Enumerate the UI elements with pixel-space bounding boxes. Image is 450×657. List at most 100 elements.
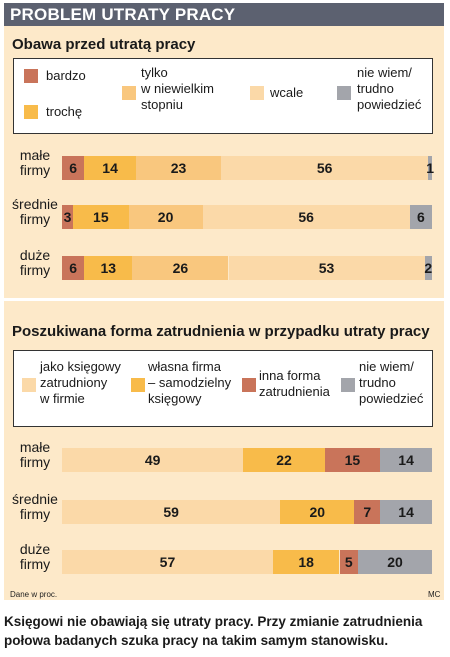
bar-segment: 49 xyxy=(62,448,244,472)
data-label: 6 xyxy=(416,209,425,225)
data-label: 6 xyxy=(69,260,77,276)
legend-line: trudno xyxy=(357,81,394,96)
bar-row: 57 18 5 20 xyxy=(62,550,432,574)
category-label-line: duże xyxy=(19,247,51,263)
legend-line: – samodzielny xyxy=(148,375,232,390)
legend-line: w niewielkim xyxy=(141,81,214,96)
legend-line: jako księgowy xyxy=(40,359,121,374)
chart1-title: Obawa przed utratą pracy xyxy=(12,36,196,53)
data-label: 7 xyxy=(363,504,372,520)
bar-segment: 56 xyxy=(221,156,429,180)
bar-segment: 59 xyxy=(62,500,281,524)
category-label-line: firmy xyxy=(19,211,51,227)
legend-item: nie wiem/ trudno powiedzieć xyxy=(357,65,421,113)
legend-swatch xyxy=(24,69,38,83)
category-label-line: średnie xyxy=(12,491,58,507)
data-label: 13 xyxy=(100,260,117,276)
chart2-title: Poszukiwana forma zatrudnienia w przypad… xyxy=(12,323,430,340)
bar-segment: 6 xyxy=(62,156,85,180)
data-label: 3 xyxy=(63,209,72,225)
legend-line: tylko xyxy=(141,65,168,80)
legend-line: stopniu xyxy=(141,97,183,112)
bar-segment: 22 xyxy=(243,448,325,472)
bar-segment: 57 xyxy=(62,550,273,574)
legend-item: jako księgowy zatrudniony w firmie xyxy=(40,359,121,407)
caption-line: Księgowi nie obawiają się utraty pracy. … xyxy=(4,614,423,629)
data-label: 15 xyxy=(344,452,361,468)
bar-row: 6 13 26 53 2 xyxy=(62,256,432,280)
data-label: 53 xyxy=(318,260,335,276)
caption-line: połowa badanych szuka pracy na takim sam… xyxy=(4,633,389,648)
bar-segment: 14 xyxy=(84,156,136,180)
data-label: 26 xyxy=(172,260,189,276)
bar-segment: 20 xyxy=(358,550,432,574)
data-label: 1 xyxy=(426,160,435,176)
category-label-line: małe xyxy=(19,147,51,163)
bar-segment: 14 xyxy=(380,500,432,524)
legend-line: powiedzieć xyxy=(359,391,424,406)
category-label: średnie firmy xyxy=(10,197,60,227)
bar-row: 49 22 15 14 xyxy=(62,448,432,472)
category-label: średnie firmy xyxy=(10,492,60,522)
legend-swatch xyxy=(22,378,36,392)
category-label-line: małe xyxy=(19,439,51,455)
data-label: 6 xyxy=(69,160,77,176)
data-label: 14 xyxy=(398,452,414,468)
section-divider xyxy=(4,298,444,301)
legend-item: własna firma – samodzielny księgowy xyxy=(148,359,231,407)
bar-segment: 3 xyxy=(62,205,74,229)
data-label: 22 xyxy=(276,452,292,468)
legend-swatch xyxy=(337,86,351,100)
legend-line: zatrudniony xyxy=(40,375,108,390)
data-label: 20 xyxy=(157,209,174,225)
author-initials: MC xyxy=(428,590,441,599)
data-label: 14 xyxy=(398,504,414,520)
page-title: PROBLEM UTRATY PRACY xyxy=(10,5,236,24)
bar-segment: 5 xyxy=(339,550,358,574)
bar-segment: 53 xyxy=(228,256,425,280)
category-label: duże firmy xyxy=(10,542,60,572)
bar-segment: 18 xyxy=(272,550,340,574)
data-label: 15 xyxy=(93,209,109,225)
chart2-legend: jako księgowy zatrudniony w firmie własn… xyxy=(13,350,433,427)
legend-line: księgowy xyxy=(148,391,202,406)
legend-item: wcale xyxy=(270,85,303,101)
category-label-line: firmy xyxy=(19,556,51,572)
data-label: 20 xyxy=(309,504,326,520)
bar-row: 59 20 7 14 xyxy=(62,500,432,524)
category-label-line: firmy xyxy=(19,162,51,178)
data-label: 23 xyxy=(170,160,187,176)
legend-line: wcale xyxy=(270,85,304,100)
legend-swatch xyxy=(242,378,256,392)
data-label: 57 xyxy=(159,554,176,570)
bar-segment: 26 xyxy=(132,256,229,280)
legend-line: zatrudnienia xyxy=(259,384,330,399)
bar-row: 3 15 20 56 6 xyxy=(62,205,432,229)
legend-item: trochę xyxy=(46,104,82,120)
bar-segment: 15 xyxy=(324,448,381,472)
legend-swatch xyxy=(250,86,264,100)
source-note: Dane w proc. xyxy=(10,590,58,599)
legend-swatch xyxy=(24,105,38,119)
category-label-line: firmy xyxy=(19,454,51,470)
category-label-line: średnie xyxy=(12,196,58,212)
legend-line: inna forma xyxy=(259,368,321,383)
bar-segment: 20 xyxy=(280,500,355,524)
bar-segment: 56 xyxy=(202,205,410,229)
bar-segment: 20 xyxy=(128,205,203,229)
bar-segment: 23 xyxy=(136,156,222,180)
category-label: duże firmy xyxy=(10,248,60,278)
legend-item: tylko w niewielkim stopniu xyxy=(141,65,214,113)
data-label: 18 xyxy=(298,554,314,570)
category-label-line: firmy xyxy=(19,506,51,522)
legend-line: trochę xyxy=(46,104,83,119)
bar-segment: 6 xyxy=(62,256,85,280)
bar-segment: 13 xyxy=(84,256,133,280)
category-label: małe firmy xyxy=(10,440,60,470)
chart1-legend: bardzo trochę tylko w niewielkim stopniu… xyxy=(13,58,433,134)
legend-line: własna firma xyxy=(148,359,221,374)
legend-swatch xyxy=(131,378,145,392)
legend-line: nie wiem/ xyxy=(359,359,414,374)
bar-segment: 14 xyxy=(380,448,432,472)
legend-swatch xyxy=(341,378,355,392)
